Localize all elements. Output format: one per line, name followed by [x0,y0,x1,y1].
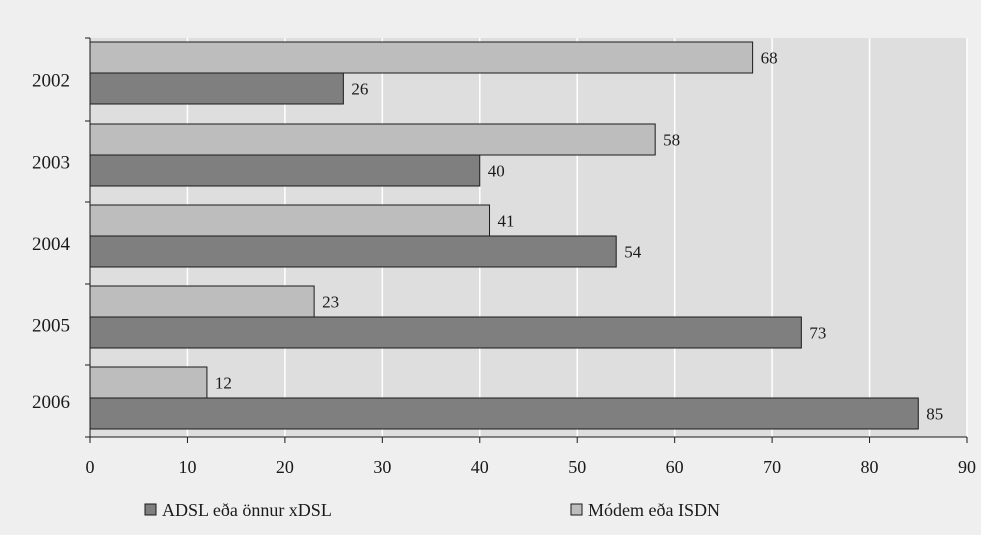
data-label: 85 [926,405,943,424]
bar [89,154,481,187]
data-label: 12 [215,374,232,393]
bar [89,397,919,430]
x-tick-label: 80 [861,457,879,477]
data-label: 40 [488,162,505,181]
bar [89,41,754,74]
bar [89,204,491,237]
y-tick-label: 2005 [32,316,70,337]
bar [89,123,656,156]
y-tick-label: 2006 [32,392,70,413]
x-tick-label: 0 [86,457,95,477]
x-tick-label: 60 [666,457,684,477]
x-tick-label: 30 [373,457,391,477]
y-tick-label: 2004 [32,234,71,255]
bar [89,316,802,349]
bar [89,366,208,399]
bar [89,235,617,268]
data-label: 41 [498,212,515,231]
legend-swatch [144,503,157,516]
x-tick-label: 90 [958,457,976,477]
bar [89,72,344,105]
x-tick-label: 70 [763,457,781,477]
y-tick-label: 2002 [32,71,70,92]
data-label: 23 [322,293,339,312]
data-label: 26 [351,80,368,99]
y-tick-label: 2003 [32,153,70,174]
data-label: 58 [663,131,680,150]
bar [89,285,315,318]
x-tick-label: 10 [178,457,196,477]
data-label: 68 [761,49,778,68]
data-label: 73 [809,324,826,343]
legend-swatch [570,503,583,516]
legend-label: Módem eða ISDN [588,500,720,520]
x-tick-label: 50 [568,457,586,477]
x-tick-label: 20 [276,457,294,477]
data-label: 54 [624,243,642,262]
legend-label: ADSL eða önnur xDSL [162,500,332,520]
x-tick-label: 40 [471,457,489,477]
